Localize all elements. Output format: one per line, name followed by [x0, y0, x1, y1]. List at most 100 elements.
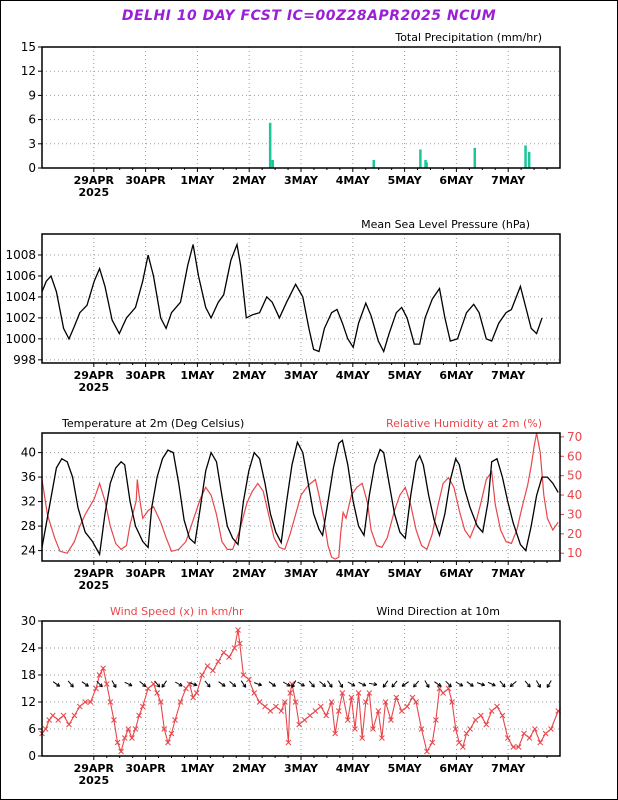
- wind-direction-arrow: [189, 682, 198, 687]
- wind-speed-marker: [366, 690, 373, 696]
- x-tick-label: 7MAY: [491, 567, 526, 580]
- y-tick-label: 1004: [5, 290, 36, 304]
- wind-speed-marker: [129, 735, 135, 741]
- wind-speed-marker: [521, 730, 527, 737]
- wind-speed-marker: [111, 717, 117, 723]
- x-tick-label: 7MAY: [491, 369, 526, 382]
- wind-direction-arrow: [434, 681, 442, 687]
- wind-direction-arrow: [111, 680, 117, 688]
- wind-speed-marker: [165, 739, 171, 746]
- precip-title: Total Precipitation (mm/hr): [394, 31, 542, 44]
- x-tick-label: 30APR: [125, 762, 166, 775]
- x-tick-label: 30APR: [125, 369, 166, 382]
- x-year-label: 2025: [78, 579, 109, 592]
- x-tick-label: 1MAY: [180, 174, 215, 187]
- wind-speed-marker: [379, 735, 385, 741]
- wind-direction-arrow: [282, 681, 291, 687]
- wind-direction-arrow: [218, 681, 226, 687]
- precip-bar: [271, 159, 275, 168]
- wind-speed-marker: [93, 685, 99, 692]
- y-tick-label: 36: [21, 470, 36, 484]
- wind-speed-marker: [145, 685, 151, 692]
- y-tick-label: 9: [28, 88, 36, 102]
- precip-bar: [425, 162, 428, 168]
- wind-speed-marker: [413, 699, 419, 705]
- x-tick-label: 29APR: [74, 762, 115, 775]
- wind-speed-marker: [388, 717, 394, 723]
- wind-speed-marker: [510, 744, 517, 750]
- y-tick-label: 32: [21, 495, 36, 509]
- x-tick-label: 5MAY: [388, 174, 423, 187]
- x-tick-label: 5MAY: [388, 762, 423, 775]
- wind-speed-marker: [251, 690, 258, 696]
- wind-direction-arrow: [535, 680, 541, 688]
- wind-direction-arrow: [291, 680, 297, 688]
- wind-speed-marker: [49, 712, 56, 719]
- x-tick-label: 7MAY: [491, 174, 526, 187]
- wind-speed-marker: [204, 663, 211, 669]
- y-tick-label: 15: [21, 40, 36, 54]
- precip-bar: [372, 159, 376, 168]
- temp-title: Temperature at 2m (Deg Celsius): [61, 417, 244, 430]
- wind-direction-arrow: [253, 682, 262, 687]
- x-tick-label: 30APR: [125, 567, 166, 580]
- y-tick-label: 1002: [5, 311, 36, 325]
- wind-speed-marker: [467, 726, 473, 732]
- wind-direction-arrow: [81, 681, 89, 687]
- x-tick-label: 3MAY: [284, 567, 319, 580]
- y2-tick-label: 50: [567, 469, 582, 483]
- x-tick-label: 2MAY: [232, 174, 267, 187]
- y-tick-label: 1006: [5, 269, 36, 283]
- wind-speed-marker: [157, 699, 164, 705]
- wind-speed-marker: [429, 739, 436, 746]
- wind-speed-marker: [139, 703, 146, 710]
- x-tick-label: 4MAY: [336, 369, 371, 382]
- wind-direction-arrow: [476, 682, 485, 687]
- y-tick-label: 1000: [5, 332, 36, 346]
- wind-direction-arrow: [124, 681, 133, 687]
- wind-speed-marker: [125, 726, 132, 732]
- wind-speed-marker: [262, 703, 268, 710]
- x-year-label: 2025: [78, 774, 109, 787]
- x-tick-label: 6MAY: [439, 762, 474, 775]
- wind-speed-marker: [55, 717, 62, 723]
- wind-speed-marker: [478, 712, 484, 719]
- wind-direction-arrow: [401, 681, 409, 687]
- wind-speed-marker: [161, 726, 168, 732]
- wind-speed-marker: [436, 685, 443, 692]
- precip-bar: [527, 151, 531, 168]
- wind-speed-marker: [504, 735, 511, 741]
- wind-speed-marker: [483, 721, 490, 728]
- wind-speed-marker: [220, 649, 227, 656]
- wind-speed-marker: [359, 735, 366, 741]
- wind-speed-marker: [296, 721, 303, 728]
- mslp-frame: [41, 233, 561, 364]
- wind-frame: [41, 620, 561, 757]
- wind-speed-marker: [96, 672, 103, 678]
- precip-bar: [473, 147, 477, 168]
- wind-speed-marker: [256, 699, 263, 705]
- wind-speed-marker: [355, 690, 362, 696]
- wind-speed-marker: [335, 708, 342, 714]
- wind-speed-marker: [352, 726, 358, 732]
- wind-speed-marker: [531, 726, 538, 732]
- y-tick-label: 24: [21, 641, 36, 655]
- wind-direction-arrow: [368, 682, 378, 687]
- y-tick-label: 18: [21, 668, 36, 682]
- wind-speed-marker: [456, 739, 463, 746]
- wind-speed-marker: [60, 712, 67, 719]
- wind-direction-arrow: [466, 681, 474, 687]
- x-tick-label: 29APR: [74, 174, 115, 187]
- x-tick-label: 1MAY: [180, 369, 215, 382]
- wind-speed-marker: [472, 717, 479, 723]
- wind-direction-title: Wind Direction at 10m: [376, 605, 500, 618]
- wind-speed-marker: [488, 708, 495, 714]
- wind-speed-marker: [494, 703, 500, 710]
- rh-title: Relative Humidity at 2m (%): [386, 417, 542, 430]
- x-tick-label: 1MAY: [180, 762, 215, 775]
- y-tick-label: 30: [21, 614, 36, 628]
- wind-speed-marker: [190, 694, 196, 701]
- wind-speed-marker: [177, 699, 184, 705]
